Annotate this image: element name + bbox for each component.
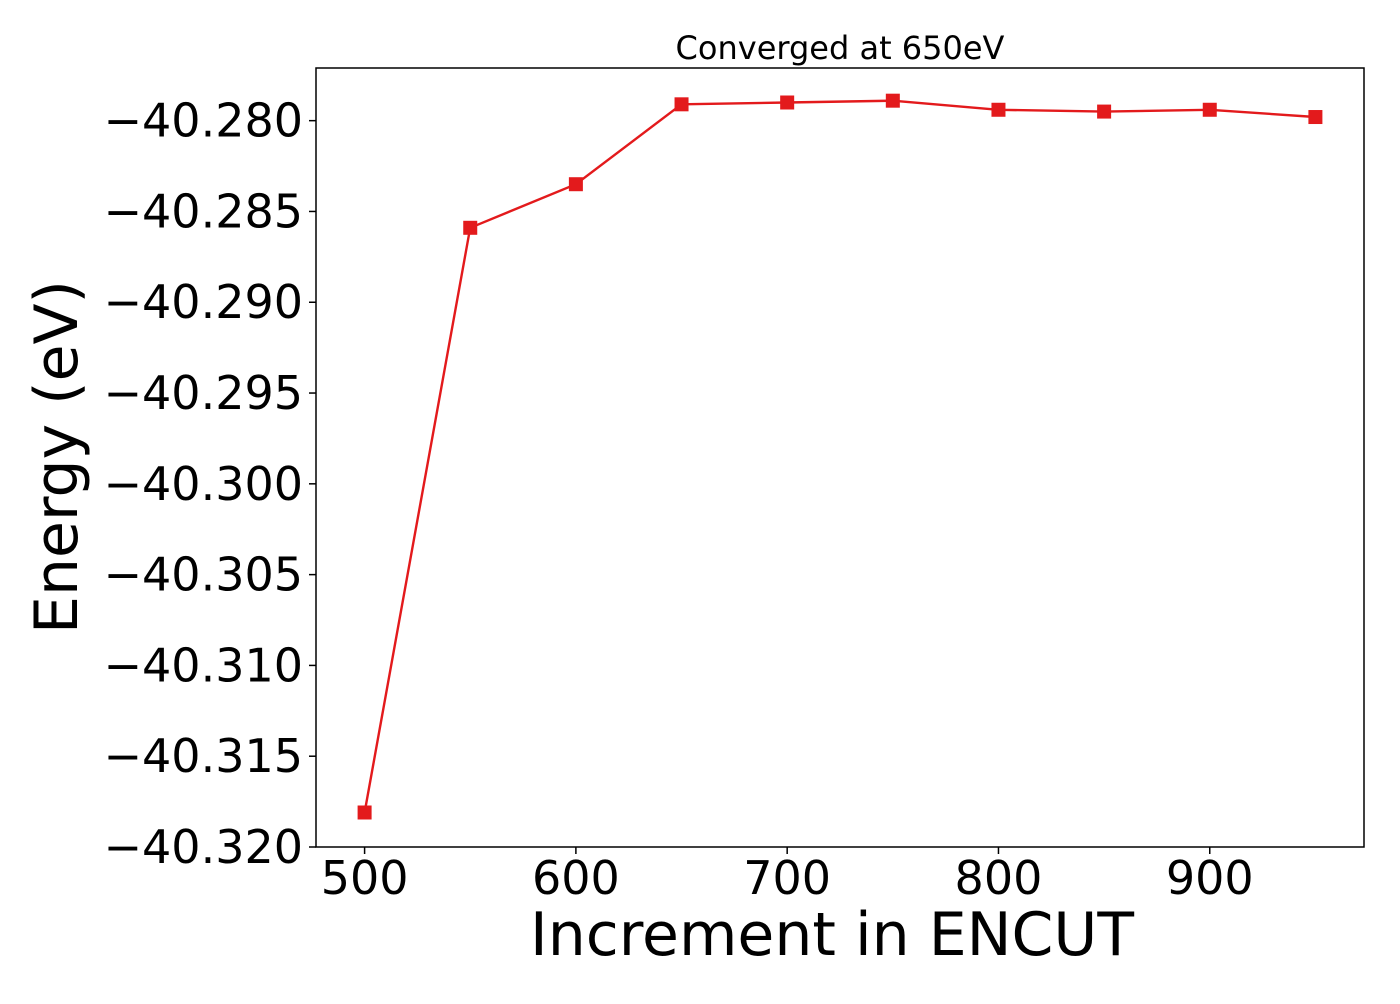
y-tick-label: −40.300 <box>104 457 304 511</box>
x-tick-label: 800 <box>955 851 1043 905</box>
data-point-marker <box>1097 104 1112 119</box>
x-axis: 500 600 700 800 900 <box>321 847 1254 905</box>
x-tick-label: 600 <box>532 851 620 905</box>
axes-frame <box>315 67 1365 848</box>
y-tick-label: −40.320 <box>104 820 304 874</box>
x-tick-label: 700 <box>743 851 831 905</box>
x-tick-label: 500 <box>321 851 409 905</box>
y-tick-label: −40.295 <box>104 366 304 420</box>
chart-title: Converged at 650eV <box>676 29 1005 67</box>
series-line <box>363 99 1316 813</box>
y-tick-label: −40.285 <box>104 184 304 238</box>
data-point-marker <box>357 805 372 820</box>
data-point-marker <box>1308 110 1323 125</box>
y-axis-label: Energy (eV) <box>22 280 92 634</box>
data-point-marker <box>568 177 583 192</box>
data-point-marker <box>463 220 478 235</box>
y-axis: −40.280 −40.285 −40.290 −40.295 −40.300 −40.3… <box>104 94 316 874</box>
data-point-marker <box>885 93 900 108</box>
data-point-marker <box>991 102 1006 117</box>
x-tick-label: 900 <box>1166 851 1254 905</box>
y-tick-label: −40.305 <box>104 548 304 602</box>
y-tick-label: −40.315 <box>104 729 304 783</box>
y-tick-label: −40.290 <box>104 275 304 329</box>
y-tick-label: −40.280 <box>104 94 304 148</box>
plot-area <box>357 93 1323 820</box>
data-point-marker <box>674 97 689 112</box>
data-point-marker <box>1202 102 1217 117</box>
x-axis-label: Increment in ENCUT <box>530 900 1134 970</box>
y-tick-label: −40.310 <box>104 638 304 692</box>
data-point-marker <box>780 95 795 110</box>
